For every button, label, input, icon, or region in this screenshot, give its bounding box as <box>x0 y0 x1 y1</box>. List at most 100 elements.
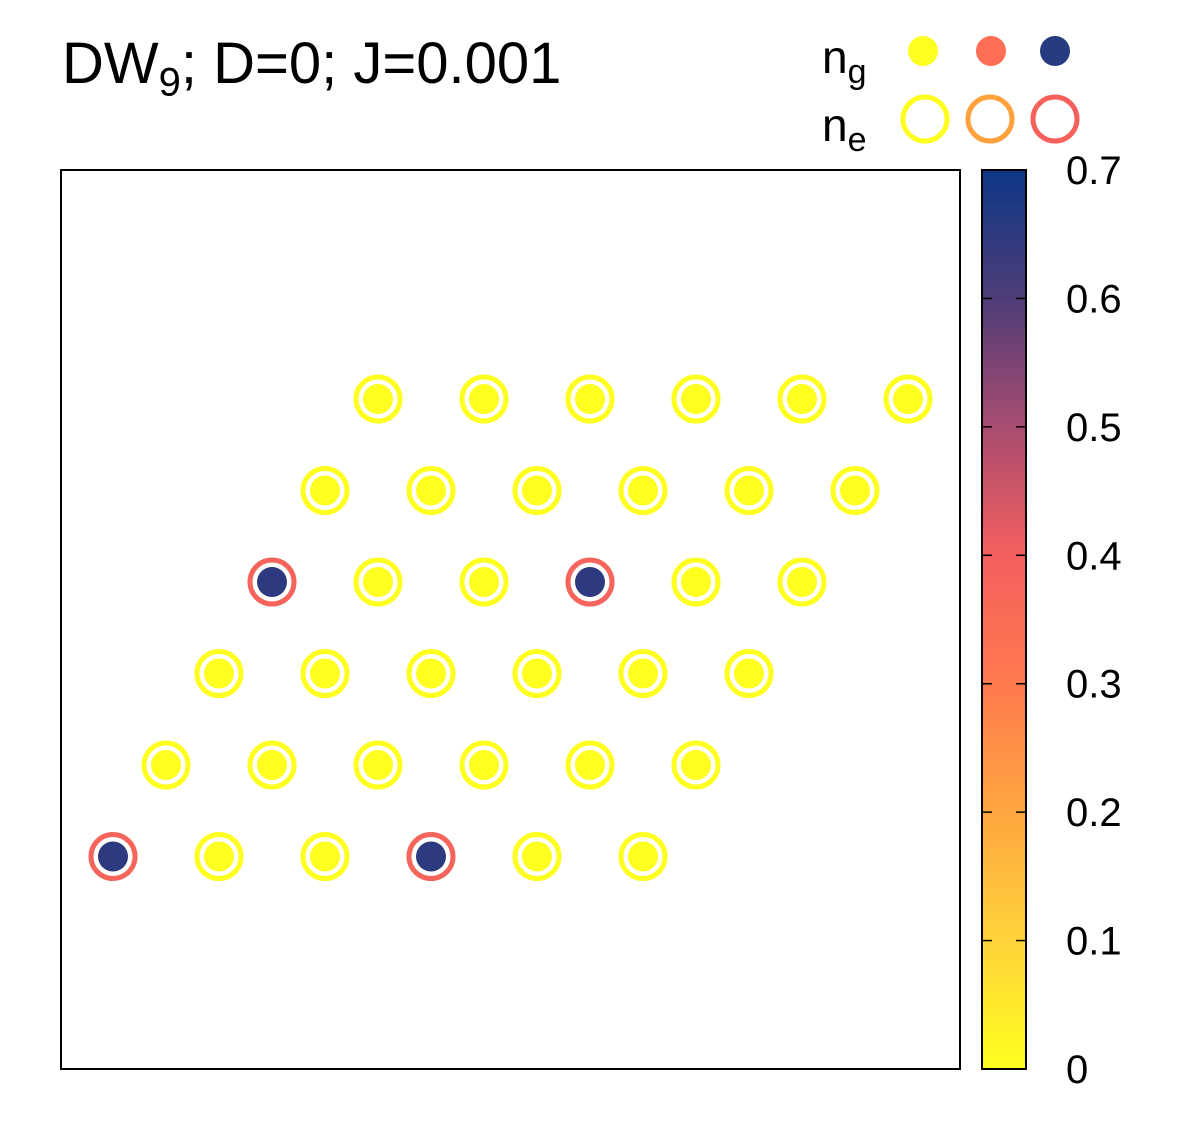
lattice-site <box>247 740 297 790</box>
ne-ring <box>353 557 403 607</box>
ng-dot <box>363 567 393 597</box>
lattice-site <box>565 374 615 424</box>
ng-dot <box>681 750 711 780</box>
lattice-site <box>353 740 403 790</box>
ng-dot <box>98 841 128 872</box>
ne-ring <box>512 649 562 698</box>
ng-dot <box>893 384 923 414</box>
ne-ring <box>777 374 827 424</box>
ng-dot <box>310 841 340 872</box>
lattice-site <box>724 649 774 698</box>
colorbar-tick-label: 0.3 <box>1066 663 1122 707</box>
ng-dot <box>628 658 658 689</box>
ng-dot <box>734 658 764 689</box>
colorbar-ticks: 0 0.1 0.2 0.3 0.4 0.5 0.6 0.7 <box>982 149 1122 1092</box>
ng-dot <box>310 475 340 506</box>
ng-dot <box>681 567 711 597</box>
ne-ring <box>194 649 244 698</box>
lattice-site <box>300 649 350 698</box>
lattice-site <box>194 649 244 698</box>
lattice-site <box>247 557 297 607</box>
legend-ng-label: ng <box>822 31 867 92</box>
lattice-site <box>406 466 456 515</box>
ng-dot <box>469 750 499 780</box>
ne-ring <box>512 832 562 881</box>
ng-dot <box>575 567 605 597</box>
ne-ring <box>671 557 721 607</box>
ne-ring <box>247 740 297 790</box>
ne-ring <box>724 649 774 698</box>
colorbar-tick-label: 0.2 <box>1066 791 1122 835</box>
legend-ng-marker <box>908 36 938 66</box>
ne-ring <box>300 832 350 881</box>
ng-dot <box>522 841 552 872</box>
ne-ring <box>247 557 297 607</box>
lattice-site <box>724 466 774 515</box>
lattice-site <box>406 832 456 881</box>
lattice-site <box>300 466 350 515</box>
lattice-site <box>353 557 403 607</box>
legend-markers <box>900 36 1080 144</box>
legend-ne-marker <box>900 94 950 144</box>
ne-ring <box>459 374 509 424</box>
ng-dot <box>840 475 870 506</box>
ng-dot <box>575 750 605 780</box>
ne-ring <box>141 740 191 790</box>
lattice-site <box>300 832 350 881</box>
lattice-site <box>883 374 933 424</box>
lattice-site <box>777 374 827 424</box>
ne-ring <box>459 557 509 607</box>
legend-ng-marker <box>976 36 1006 66</box>
lattice-site <box>194 832 244 881</box>
legend-ng-marker <box>1040 36 1070 66</box>
ng-dot <box>416 658 446 689</box>
ng-dot <box>628 841 658 872</box>
lattice-site <box>830 466 880 515</box>
lattice-site <box>618 649 668 698</box>
ng-dot <box>628 475 658 506</box>
lattice-site <box>777 557 827 607</box>
ng-dot <box>416 475 446 506</box>
lattice-site <box>512 649 562 698</box>
ng-dot <box>787 384 817 414</box>
lattice-site <box>353 374 403 424</box>
ne-ring <box>777 557 827 607</box>
ne-ring <box>353 740 403 790</box>
ng-dot <box>310 658 340 689</box>
ng-dot <box>681 384 711 414</box>
ne-ring <box>406 832 456 881</box>
lattice-site <box>459 740 509 790</box>
ng-dot <box>469 567 499 597</box>
ne-ring <box>88 832 138 881</box>
ng-dot <box>787 567 817 597</box>
ng-dot <box>734 475 764 506</box>
ne-ring <box>671 374 721 424</box>
ng-dot <box>204 841 234 872</box>
ne-ring <box>300 466 350 515</box>
lattice-site <box>671 557 721 607</box>
lattice-site <box>88 832 138 881</box>
lattice-sites <box>88 374 933 881</box>
ng-dot <box>363 750 393 780</box>
ne-ring <box>406 466 456 515</box>
ne-ring <box>565 740 615 790</box>
ne-ring <box>406 649 456 698</box>
plot-frame <box>60 169 961 1070</box>
chart-title: DW9; D=0; J=0.001 <box>62 31 562 105</box>
ng-dot <box>257 567 287 597</box>
colorbar-tick-label: 0.1 <box>1066 920 1122 964</box>
ng-dot <box>257 750 287 780</box>
legend-ne-marker <box>1030 94 1080 144</box>
ne-ring <box>565 557 615 607</box>
ng-dot <box>575 384 605 414</box>
colorbar-tick-label: 0.5 <box>1066 406 1122 450</box>
ne-ring <box>618 832 668 881</box>
ne-ring <box>512 466 562 515</box>
ne-ring <box>459 740 509 790</box>
ng-dot <box>416 841 446 872</box>
ne-ring <box>830 466 880 515</box>
legend-ne-marker <box>965 94 1015 144</box>
lattice-site <box>512 466 562 515</box>
ne-ring <box>565 374 615 424</box>
